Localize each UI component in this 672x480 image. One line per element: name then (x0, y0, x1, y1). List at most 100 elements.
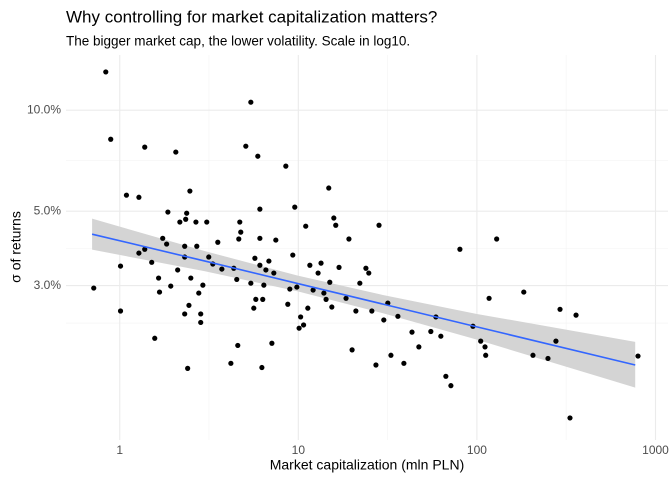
point (142, 246, 148, 252)
point (388, 352, 394, 358)
point (292, 204, 298, 210)
point (252, 255, 258, 261)
point (573, 312, 579, 318)
point (164, 241, 170, 247)
point (329, 304, 335, 310)
point (336, 264, 342, 270)
point (257, 262, 263, 268)
x-tick-label: 100 (467, 443, 487, 457)
point (290, 252, 296, 258)
point (248, 280, 254, 286)
point (184, 210, 190, 216)
point (215, 239, 221, 245)
point (366, 270, 372, 276)
point (323, 296, 329, 302)
point (238, 229, 244, 235)
point (206, 254, 212, 260)
point (260, 296, 266, 302)
point (296, 325, 302, 331)
point (285, 301, 291, 307)
point (349, 347, 355, 353)
point (173, 149, 179, 155)
point (271, 270, 277, 276)
y-tick-label: 3.0% (34, 278, 62, 292)
point (298, 314, 304, 320)
point (486, 295, 492, 301)
point (346, 236, 352, 242)
point (373, 362, 379, 368)
point (553, 338, 559, 344)
point (168, 283, 174, 289)
point (300, 322, 307, 328)
point (315, 270, 321, 276)
point (310, 287, 316, 293)
x-tick-label: 10 (292, 443, 306, 457)
point (305, 305, 311, 311)
x-tick-label: 1000 (642, 443, 669, 457)
point (152, 335, 158, 341)
point (194, 243, 200, 249)
point (183, 216, 189, 222)
point (263, 267, 269, 273)
point (416, 344, 422, 350)
point (160, 235, 166, 241)
point (635, 353, 641, 359)
point (117, 263, 124, 269)
point (196, 290, 202, 296)
point (327, 279, 333, 285)
point (331, 215, 337, 221)
point (234, 276, 240, 283)
point (545, 355, 551, 362)
confidence-band (92, 218, 636, 388)
point (253, 296, 259, 302)
point (303, 223, 309, 229)
point (243, 143, 249, 149)
point (123, 192, 130, 198)
point (187, 188, 193, 194)
chart-title: Why controlling for market capitalizatio… (66, 7, 437, 26)
point (353, 308, 359, 314)
point (333, 222, 339, 228)
y-tick-label: 10.0% (27, 102, 61, 116)
point (283, 163, 289, 169)
point (259, 364, 265, 371)
point (294, 284, 300, 290)
point (182, 243, 188, 249)
point (448, 383, 454, 389)
point (257, 235, 263, 241)
y-tick-label: 5.0% (34, 203, 62, 217)
chart-subtitle: The bigger market cap, the lower volatil… (66, 34, 410, 49)
point (261, 282, 267, 288)
point (165, 209, 171, 215)
point (235, 342, 241, 349)
point (321, 290, 327, 296)
trend-line (91, 233, 636, 366)
point (175, 267, 181, 273)
point (567, 415, 573, 421)
point (136, 250, 142, 256)
point (478, 338, 484, 344)
point (494, 236, 500, 242)
point (273, 237, 279, 243)
point (443, 373, 449, 379)
point (198, 319, 204, 326)
point (200, 282, 206, 288)
point (177, 219, 183, 225)
x-axis-title: Market capitalization (mln PLN) (270, 457, 465, 473)
point (482, 344, 488, 350)
point (363, 265, 369, 271)
point (343, 295, 349, 301)
point (457, 246, 463, 252)
point (193, 219, 199, 225)
point (186, 302, 192, 308)
point (248, 99, 254, 105)
y-axis-title: σ of returns (8, 211, 24, 283)
point (188, 275, 194, 281)
point (409, 329, 415, 335)
point (369, 308, 375, 314)
point (483, 352, 489, 358)
point (155, 275, 162, 281)
point (357, 280, 363, 286)
point (266, 258, 272, 264)
